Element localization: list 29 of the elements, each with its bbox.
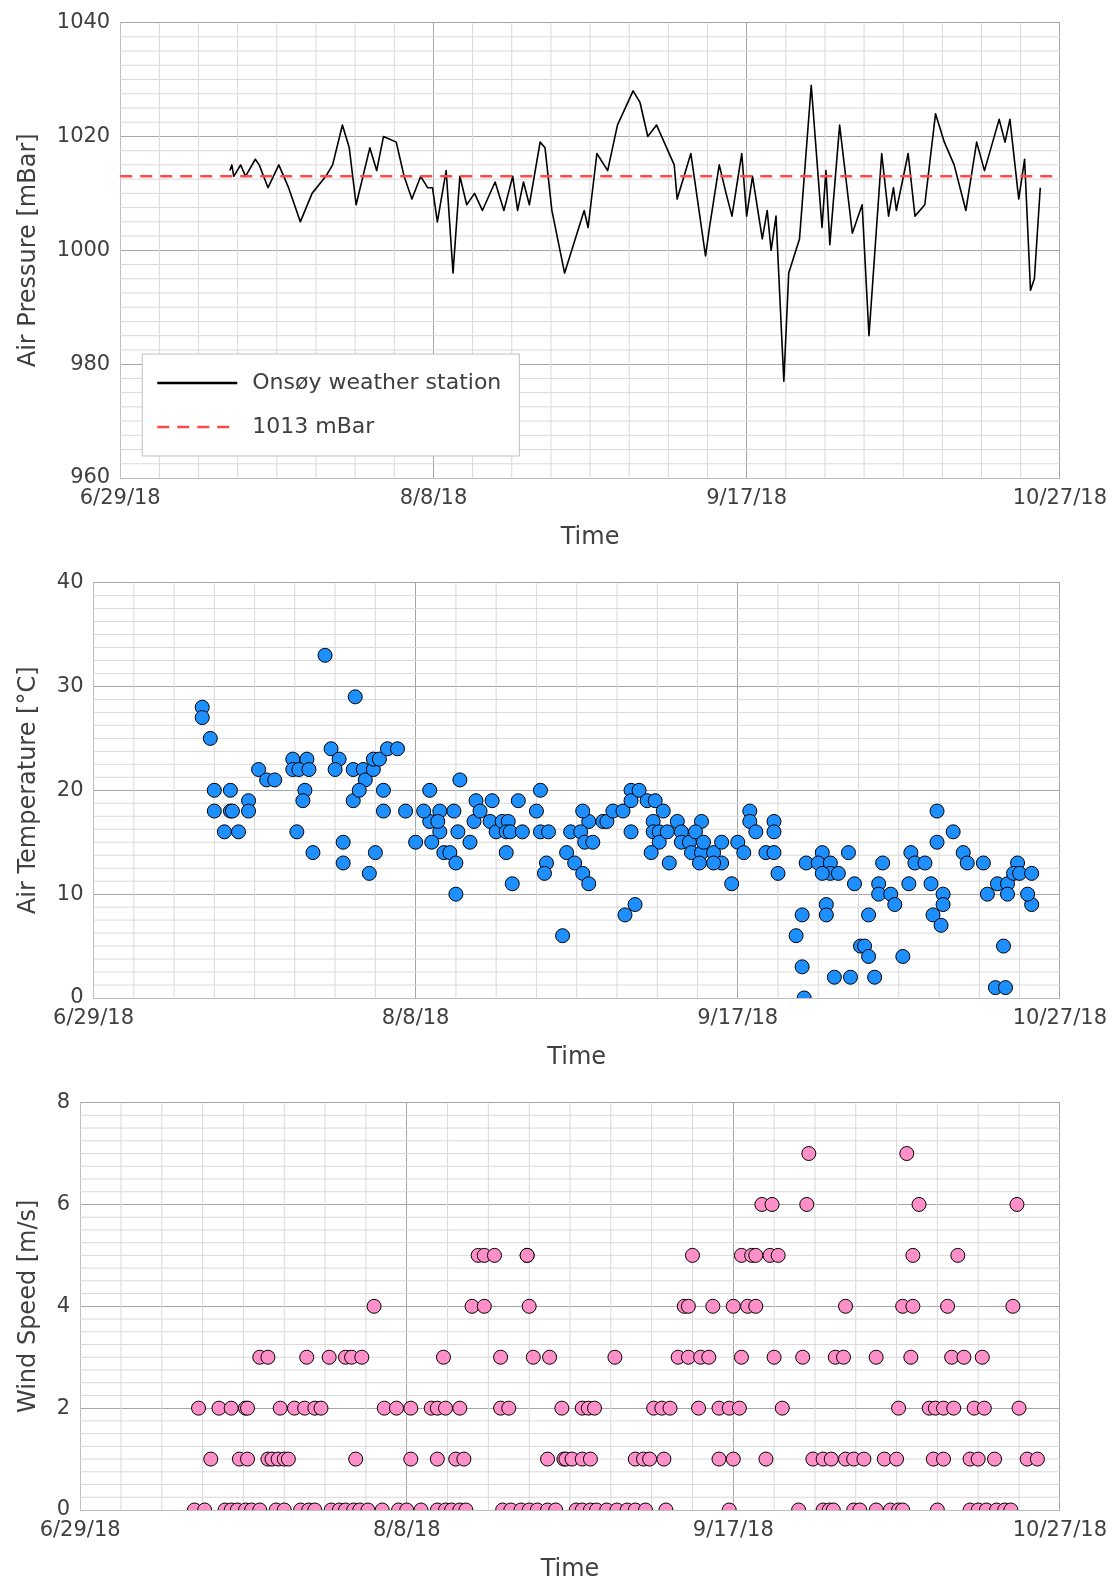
x-tick-label: 8/8/18 — [381, 1005, 450, 1030]
x-tick-label: 9/17/18 — [706, 485, 788, 510]
x-axis-title: Time — [559, 521, 620, 550]
x-axis-title: Time — [539, 1553, 600, 1582]
x-tick-label: 8/8/18 — [399, 485, 468, 510]
y-tick-label: 8 — [56, 1089, 71, 1114]
x-tick-label: 8/8/18 — [372, 1517, 441, 1542]
x-tick-label: 9/17/18 — [697, 1005, 779, 1030]
y-tick-label: 6 — [56, 1190, 71, 1215]
y-tick-label: 30 — [56, 672, 84, 697]
y-axis-title: Wind Speed [m/s] — [12, 1199, 41, 1414]
y-axis-title: Air Temperature [°C] — [12, 666, 41, 915]
x-tick-label: 9/17/18 — [692, 1517, 774, 1542]
legend-label: Onsøy weather station — [252, 368, 502, 394]
y-tick-label: 4 — [56, 1292, 71, 1317]
y-tick-label: 1020 — [56, 122, 111, 147]
y-tick-label: 1040 — [56, 9, 111, 34]
x-tick-label: 10/27/18 — [1012, 485, 1108, 510]
x-tick-label: 10/27/18 — [1012, 1517, 1108, 1542]
y-tick-label: 10 — [56, 880, 84, 905]
y-tick-label: 2 — [56, 1394, 71, 1419]
x-axis-title: Time — [546, 1041, 607, 1070]
legend-label: 1013 mBar — [252, 412, 376, 438]
x-tick-label: 10/27/18 — [1012, 1005, 1108, 1030]
y-tick-label: 40 — [56, 569, 84, 594]
y-tick-label: 980 — [70, 350, 111, 375]
y-tick-label: 20 — [56, 776, 84, 801]
y-axis-title: Air Pressure [mBar] — [12, 133, 41, 368]
y-tick-label: 1000 — [56, 236, 111, 261]
